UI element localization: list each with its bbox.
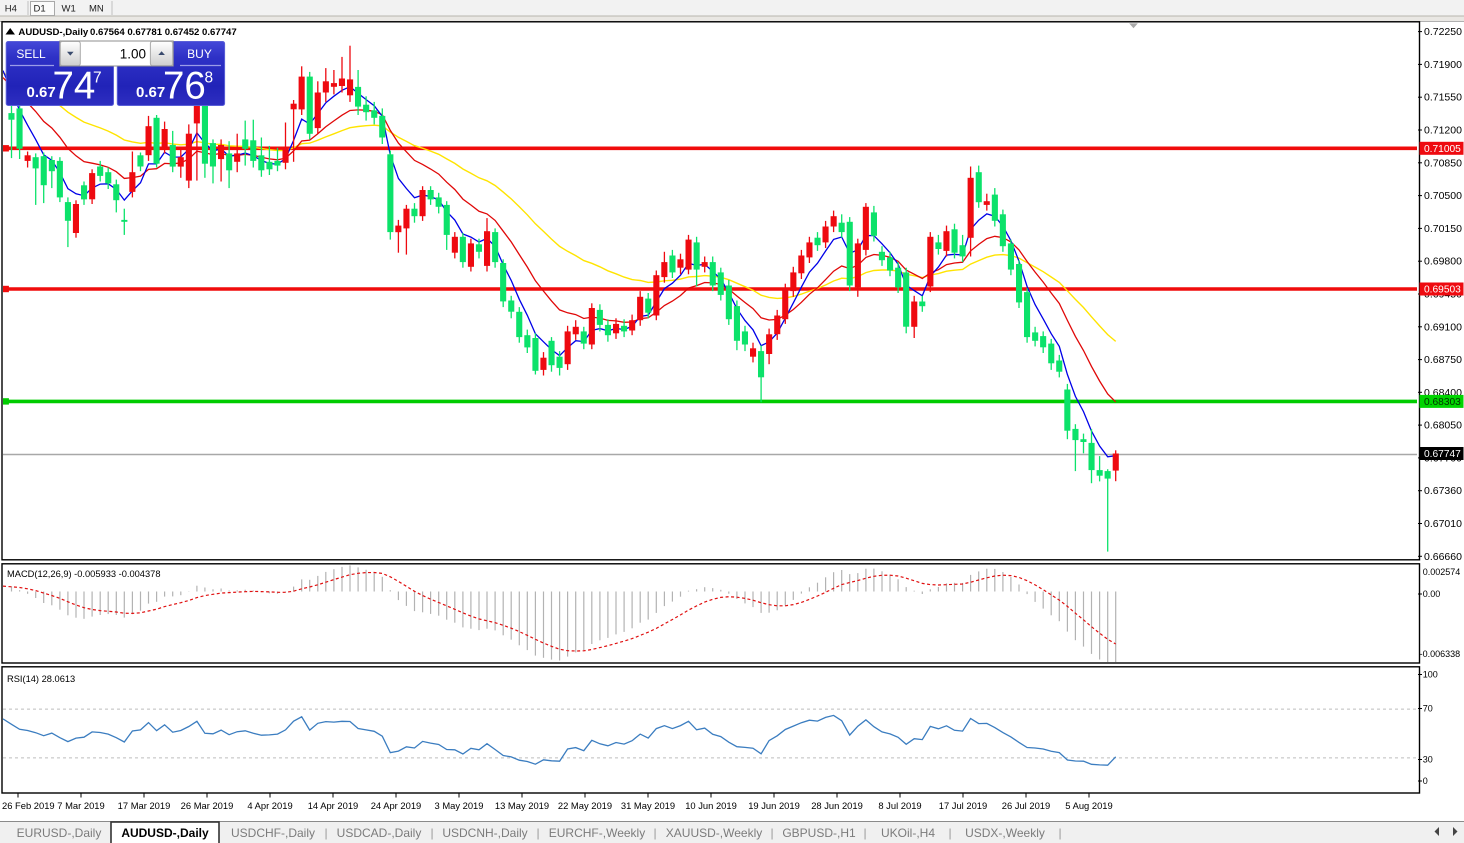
svg-text:AUDUSD-,Daily: AUDUSD-,Daily	[18, 27, 88, 38]
svg-text:26 Mar 2019: 26 Mar 2019	[181, 800, 234, 811]
svg-text:0.71005: 0.71005	[1424, 144, 1461, 155]
svg-text:7 Mar 2019: 7 Mar 2019	[57, 800, 104, 811]
svg-text:0.66660: 0.66660	[1424, 551, 1462, 563]
svg-text:70: 70	[1423, 704, 1433, 714]
svg-text:0.69100: 0.69100	[1424, 321, 1462, 333]
svg-text:3 May 2019: 3 May 2019	[435, 800, 484, 811]
svg-text:0.67010: 0.67010	[1424, 518, 1462, 530]
svg-text:H4: H4	[5, 4, 17, 15]
svg-text:UKOil-,H4: UKOil-,H4	[881, 826, 935, 840]
svg-text:W1: W1	[62, 4, 76, 15]
svg-text:USDX-,Weekly: USDX-,Weekly	[965, 826, 1045, 840]
svg-text:0.67747: 0.67747	[1424, 449, 1461, 460]
svg-text:0.68050: 0.68050	[1424, 420, 1462, 432]
svg-text:EURCHF-,Weekly: EURCHF-,Weekly	[549, 826, 645, 840]
svg-text:SELL: SELL	[16, 47, 46, 61]
svg-text:|: |	[536, 826, 539, 840]
svg-text:0.67564 0.67781 0.67452 0.6774: 0.67564 0.67781 0.67452 0.67747	[90, 27, 237, 38]
svg-text:14 Apr 2019: 14 Apr 2019	[308, 800, 359, 811]
svg-text:USDCNH-,Daily: USDCNH-,Daily	[442, 826, 527, 840]
svg-text:|: |	[863, 826, 866, 840]
svg-text:GBPUSD-,H1: GBPUSD-,H1	[782, 826, 856, 840]
svg-text:10 Jun 2019: 10 Jun 2019	[685, 800, 737, 811]
svg-text:19 Jun 2019: 19 Jun 2019	[748, 800, 800, 811]
svg-text:8 Jul 2019: 8 Jul 2019	[878, 800, 921, 811]
svg-text:28 Jun 2019: 28 Jun 2019	[811, 800, 863, 811]
svg-text:0: 0	[1423, 776, 1428, 786]
svg-text:31 May 2019: 31 May 2019	[621, 800, 675, 811]
svg-text:8: 8	[205, 70, 214, 87]
svg-text:-0.006338: -0.006338	[1420, 649, 1461, 659]
svg-text:|: |	[430, 826, 433, 840]
svg-text:7: 7	[93, 70, 102, 87]
svg-text:0.00: 0.00	[1423, 589, 1441, 599]
svg-text:0.002574: 0.002574	[1423, 567, 1461, 577]
svg-text:BUY: BUY	[187, 47, 212, 61]
svg-text:0.67: 0.67	[27, 84, 56, 101]
svg-text:|: |	[653, 826, 656, 840]
svg-text:26 Jul 2019: 26 Jul 2019	[1002, 800, 1050, 811]
svg-text:30: 30	[1423, 755, 1433, 765]
svg-text:26 Feb 2019: 26 Feb 2019	[2, 800, 55, 811]
svg-text:|: |	[1058, 826, 1061, 840]
svg-text:13 May 2019: 13 May 2019	[495, 800, 549, 811]
svg-text:0.71550: 0.71550	[1424, 92, 1462, 104]
svg-text:0.72250: 0.72250	[1424, 26, 1462, 38]
svg-text:0.71200: 0.71200	[1424, 125, 1462, 137]
svg-text:0.67: 0.67	[136, 84, 165, 101]
svg-text:0.68750: 0.68750	[1424, 354, 1462, 366]
svg-text:|: |	[770, 826, 773, 840]
svg-text:17 Jul 2019: 17 Jul 2019	[939, 800, 987, 811]
svg-text:0.67360: 0.67360	[1424, 485, 1462, 497]
svg-text:22 May 2019: 22 May 2019	[558, 800, 612, 811]
svg-text:0.70150: 0.70150	[1424, 223, 1462, 235]
svg-text:USDCAD-,Daily: USDCAD-,Daily	[337, 826, 422, 840]
svg-text:4 Apr 2019: 4 Apr 2019	[247, 800, 292, 811]
svg-text:24 Apr 2019: 24 Apr 2019	[371, 800, 422, 811]
svg-text:76: 76	[163, 65, 206, 108]
svg-text:|: |	[324, 826, 327, 840]
svg-text:XAUUSD-,Weekly: XAUUSD-,Weekly	[666, 826, 762, 840]
svg-text:USDCHF-,Daily: USDCHF-,Daily	[231, 826, 315, 840]
svg-text:D1: D1	[34, 4, 46, 15]
svg-text:17 Mar 2019: 17 Mar 2019	[118, 800, 171, 811]
svg-text:1.00: 1.00	[120, 47, 146, 62]
svg-text:MACD(12,26,9) -0.005933 -0.004: MACD(12,26,9) -0.005933 -0.004378	[7, 569, 161, 579]
svg-text:0.69800: 0.69800	[1424, 256, 1462, 268]
svg-text:MN: MN	[89, 4, 104, 15]
svg-text:0.70850: 0.70850	[1424, 157, 1462, 169]
svg-text:0.70500: 0.70500	[1424, 190, 1462, 202]
svg-text:74: 74	[53, 65, 96, 108]
svg-text:0.69503: 0.69503	[1424, 285, 1461, 296]
svg-text:0.68303: 0.68303	[1424, 397, 1461, 408]
svg-text:RSI(14) 28.0613: RSI(14) 28.0613	[7, 674, 75, 684]
svg-text:5 Aug 2019: 5 Aug 2019	[1065, 800, 1112, 811]
svg-text:AUDUSD-,Daily: AUDUSD-,Daily	[121, 826, 209, 840]
svg-text:|: |	[948, 826, 951, 840]
svg-text:100: 100	[1423, 670, 1438, 680]
svg-text:0.71900: 0.71900	[1424, 59, 1462, 71]
svg-text:EURUSD-,Daily: EURUSD-,Daily	[17, 826, 102, 840]
